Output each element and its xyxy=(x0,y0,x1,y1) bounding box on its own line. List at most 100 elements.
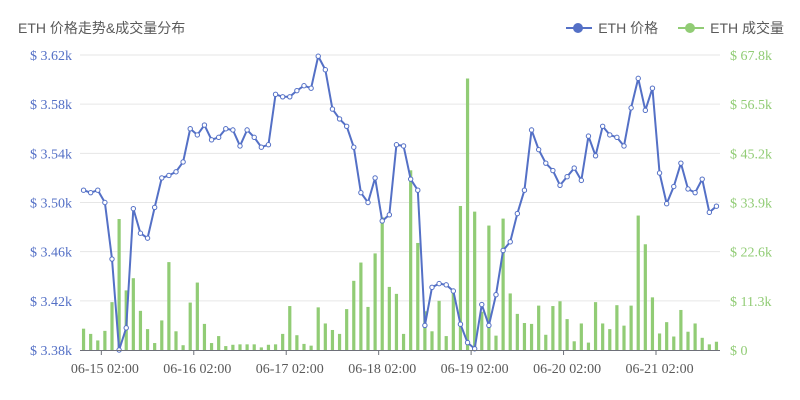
price-point xyxy=(592,153,599,159)
volume-bar xyxy=(231,344,235,350)
price-point xyxy=(343,123,350,129)
volume-bar xyxy=(110,302,114,350)
volume-bar xyxy=(409,170,413,350)
volume-bar xyxy=(302,343,306,350)
volume-bar xyxy=(693,323,697,350)
price-point xyxy=(514,210,521,217)
volume-bar xyxy=(103,330,107,350)
volume-bar xyxy=(529,323,534,350)
volume-bar xyxy=(89,333,93,350)
volume-bar xyxy=(437,300,441,350)
volume-bar xyxy=(586,342,591,350)
volume-bar xyxy=(153,343,157,350)
price-point xyxy=(486,322,492,329)
price-point xyxy=(336,116,343,122)
x-tick-label: 06-21 02:00 xyxy=(626,362,694,377)
volume-bar xyxy=(224,346,228,350)
price-point xyxy=(578,177,585,184)
price-point xyxy=(585,133,592,139)
x-tick-label: 06-19 02:00 xyxy=(441,362,509,377)
price-point xyxy=(699,176,705,182)
volume-bar xyxy=(252,344,256,350)
volume-bar xyxy=(650,297,655,350)
price-point xyxy=(180,159,186,165)
volume-bar xyxy=(288,306,292,350)
volume-bar xyxy=(629,305,633,350)
x-tick-label: 06-16 02:00 xyxy=(163,362,231,377)
volume-bar xyxy=(188,302,192,350)
volume-bar xyxy=(522,323,527,350)
price-point xyxy=(422,322,428,329)
price-point xyxy=(151,204,158,211)
price-point xyxy=(272,91,279,98)
volume-bar xyxy=(181,345,185,350)
legend-price-label: ETH 价格 xyxy=(598,20,659,36)
price-point xyxy=(386,212,393,218)
price-point xyxy=(400,143,407,149)
volume-bar xyxy=(537,305,541,350)
price-point xyxy=(635,75,641,82)
volume-bar xyxy=(615,305,619,350)
volume-bar xyxy=(657,333,662,350)
price-line-path xyxy=(83,55,718,351)
volume-bar xyxy=(195,282,199,350)
price-point xyxy=(137,230,144,236)
axes: $ 3.38k $ 0 $ 3.42k $ 11.3k $ 3.46k $ 22.6k $ … xyxy=(30,49,772,377)
volume-bar xyxy=(515,313,519,350)
price-point xyxy=(365,199,371,206)
volume-bar xyxy=(430,331,434,350)
volume-bar xyxy=(167,262,171,350)
chart-title: ETH 价格走势&成交量分布 xyxy=(18,20,186,36)
price-point xyxy=(692,189,698,196)
volume-bar xyxy=(259,347,263,350)
volume-bar xyxy=(686,331,690,350)
legend-volume-label: ETH 成交量 xyxy=(710,20,784,36)
y-left-tick-label: $ 3.50k xyxy=(30,197,72,212)
price-point xyxy=(493,291,499,298)
volume-bar xyxy=(238,344,242,350)
price-point xyxy=(80,187,87,193)
price-point xyxy=(656,170,663,176)
y-left-tick-label: $ 3.62k xyxy=(30,49,72,64)
volume-bar xyxy=(174,331,178,350)
price-point xyxy=(671,183,677,190)
price-point xyxy=(315,53,321,59)
price-point xyxy=(479,301,485,308)
volume-bar xyxy=(593,302,598,350)
price-point xyxy=(415,187,421,193)
legend-item-price[interactable]: ETH 价格 xyxy=(566,18,658,38)
price-point xyxy=(628,105,634,111)
price-line xyxy=(80,53,720,353)
y-right-tick-label: $ 45.2k xyxy=(730,147,772,162)
x-tick-label: 06-15 02:00 xyxy=(71,362,139,377)
price-point xyxy=(621,143,627,149)
price-point xyxy=(450,288,457,294)
volume-bar xyxy=(458,205,463,350)
volume-bar xyxy=(679,309,683,350)
price-point xyxy=(500,247,506,254)
y-right-tick-label: $ 22.6k xyxy=(730,246,772,261)
volume-bar xyxy=(337,333,342,350)
price-point xyxy=(251,134,257,141)
price-point xyxy=(599,123,606,129)
price-point xyxy=(258,144,265,150)
price-point xyxy=(123,325,129,331)
volume-bar xyxy=(330,329,335,350)
volume-bar xyxy=(96,340,100,350)
price-point xyxy=(308,85,314,91)
price-point xyxy=(351,144,357,150)
y-left-tick-label: $ 3.46k xyxy=(30,246,72,261)
volume-bar xyxy=(366,306,370,350)
grid-lines xyxy=(80,54,720,302)
volume-bar xyxy=(217,336,221,350)
price-point xyxy=(464,339,471,346)
y-left-tick-label: $ 3.42k xyxy=(30,295,72,310)
volume-bar xyxy=(117,219,121,350)
legend-item-volume[interactable]: ETH 成交量 xyxy=(678,18,784,38)
price-point xyxy=(223,126,229,132)
volume-bar xyxy=(700,337,704,350)
price-point xyxy=(607,132,613,138)
price-point xyxy=(543,160,549,166)
price-point xyxy=(507,239,513,245)
price-point xyxy=(166,172,172,179)
